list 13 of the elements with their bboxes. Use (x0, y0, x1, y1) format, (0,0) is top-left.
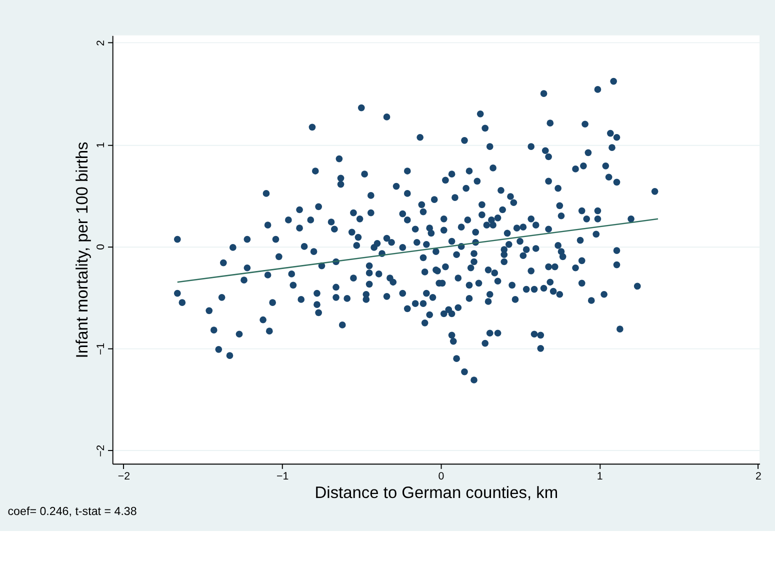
x-tick-label: 1 (596, 470, 603, 483)
y-tick-label: 0 (95, 244, 108, 250)
y-tick-label: −2 (95, 444, 108, 457)
x-tick-label: −2 (118, 470, 130, 483)
text: coef= 0.246, t-stat = 4.38 (8, 504, 137, 518)
y-tick-label: 1 (95, 142, 108, 148)
x-tick-label: −1 (276, 470, 289, 483)
y-tick-label: 2 (95, 40, 108, 46)
y-axis-title: Infant mortality, per 100 births (74, 142, 92, 358)
x-tick-label: 0 (438, 470, 444, 483)
y-tick-label: −1 (95, 342, 108, 355)
x-tick-label: 2 (755, 470, 762, 483)
x-axis-title: Distance to German counties, km (314, 484, 558, 502)
